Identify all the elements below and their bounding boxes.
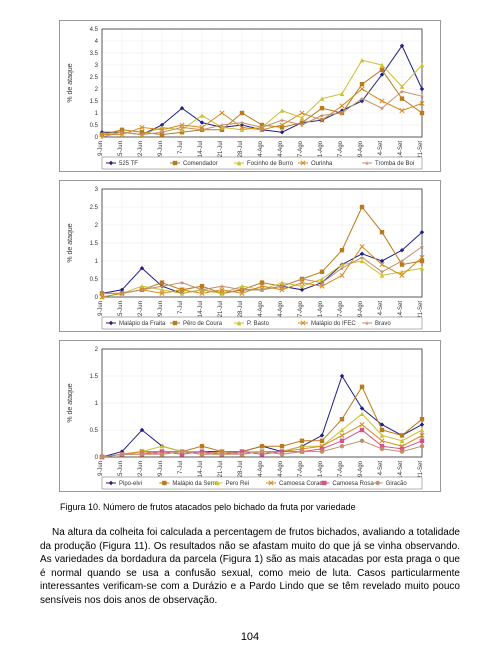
page-number: 104 [30, 631, 470, 643]
svg-text:15-Jun: 15-Jun [118, 301, 124, 319]
svg-text:Pipo-elvi: Pipo-elvi [119, 481, 142, 487]
page: 00.511.522.533.544.59-Jun15-Jun22-Jun29-… [0, 0, 500, 663]
svg-text:4-Set: 4-Set [378, 141, 384, 156]
svg-text:28-Jul: 28-Jul [238, 461, 244, 477]
svg-text:% de ataque: % de ataque [67, 383, 74, 422]
svg-text:15-Jun: 15-Jun [118, 141, 124, 159]
svg-text:14-Set: 14-Set [398, 461, 404, 479]
svg-text:14-Jul: 14-Jul [198, 461, 204, 477]
chart-panel-1: 00.511.522.533.544.59-Jun15-Jun22-Jun29-… [59, 20, 441, 172]
svg-text:Giracão: Giracão [386, 481, 408, 487]
chart-svg: 00.511.522.539-Jun15-Jun22-Jun29-Jun7-Ju… [60, 181, 440, 331]
svg-text:P. Basto: P. Basto [247, 321, 270, 327]
svg-text:% de ataque: % de ataque [67, 63, 74, 102]
svg-text:4-Set: 4-Set [378, 301, 384, 316]
svg-text:1.5: 1.5 [90, 374, 99, 380]
svg-text:0.5: 0.5 [90, 428, 99, 434]
svg-text:4.5: 4.5 [90, 27, 99, 33]
svg-text:21-Jul: 21-Jul [218, 141, 224, 157]
svg-text:9-Jun: 9-Jun [98, 301, 104, 316]
svg-text:22-Jun: 22-Jun [138, 141, 144, 159]
svg-text:29-Jun: 29-Jun [158, 141, 164, 159]
svg-text:% de ataque: % de ataque [67, 223, 74, 262]
svg-text:Pêro de Coura: Pêro de Coura [183, 321, 223, 327]
svg-text:29-Jun: 29-Jun [158, 301, 164, 319]
svg-text:21-Set: 21-Set [418, 301, 424, 319]
svg-text:Pero Rei: Pero Rei [226, 481, 249, 487]
chart-panel-3: 00.511.529-Jun15-Jun22-Jun29-Jun7-Jul14-… [59, 340, 441, 492]
svg-text:525 TF: 525 TF [119, 161, 138, 167]
svg-text:29-Jun: 29-Jun [158, 461, 164, 479]
svg-text:15-Jun: 15-Jun [118, 461, 124, 479]
svg-text:Malápio do IFEC: Malápio do IFEC [311, 321, 356, 327]
svg-text:1.5: 1.5 [90, 99, 99, 105]
svg-text:2.5: 2.5 [90, 205, 99, 211]
svg-text:Camoesa Corada: Camoesa Corada [279, 481, 327, 487]
chart-panel-2: 00.511.522.539-Jun15-Jun22-Jun29-Jun7-Ju… [59, 180, 441, 332]
charts-container: 00.511.522.533.544.59-Jun15-Jun22-Jun29-… [30, 20, 470, 492]
body-paragraph: Na altura da colheita foi calculada a pe… [40, 526, 460, 607]
svg-text:Focinho de Burro: Focinho de Burro [247, 161, 294, 167]
svg-text:2.5: 2.5 [90, 75, 99, 81]
svg-text:0.5: 0.5 [90, 123, 99, 129]
svg-text:4-Ago: 4-Ago [258, 140, 264, 157]
svg-text:22-Jun: 22-Jun [138, 461, 144, 479]
svg-text:Comendador: Comendador [183, 161, 218, 167]
svg-text:9-Jun: 9-Jun [98, 141, 104, 156]
svg-text:Malápio da Fraita: Malápio da Fraita [119, 321, 166, 327]
svg-text:21-Jul: 21-Jul [218, 301, 224, 317]
svg-text:28-Jul: 28-Jul [238, 141, 244, 157]
figure-caption: Figura 10. Número de frutos atacados pel… [60, 502, 450, 512]
svg-text:7-Jul: 7-Jul [178, 461, 184, 474]
svg-text:7-Jul: 7-Jul [178, 301, 184, 314]
svg-text:21-Jul: 21-Jul [218, 461, 224, 477]
svg-text:21-Set: 21-Set [418, 461, 424, 479]
svg-text:Ourinha: Ourinha [311, 161, 333, 167]
svg-text:7-Jul: 7-Jul [178, 141, 184, 154]
svg-text:Malápio da Serra: Malápio da Serra [172, 481, 218, 487]
svg-text:4-Ago: 4-Ago [258, 460, 264, 477]
svg-text:4-Ago: 4-Ago [258, 300, 264, 317]
svg-text:4-Set: 4-Set [378, 461, 384, 476]
svg-text:21-Set: 21-Set [418, 141, 424, 159]
svg-text:14-Set: 14-Set [398, 141, 404, 159]
chart-svg: 00.511.522.533.544.59-Jun15-Jun22-Jun29-… [60, 21, 440, 171]
svg-text:14-Set: 14-Set [398, 301, 404, 319]
svg-text:3.5: 3.5 [90, 51, 99, 57]
svg-text:22-Jun: 22-Jun [138, 301, 144, 319]
svg-text:14-Jul: 14-Jul [198, 301, 204, 317]
chart-svg: 00.511.529-Jun15-Jun22-Jun29-Jun7-Jul14-… [60, 341, 440, 491]
svg-text:Tromba de Boi: Tromba de Boi [375, 161, 414, 167]
svg-text:0.5: 0.5 [90, 277, 99, 283]
svg-text:9-Jun: 9-Jun [98, 461, 104, 476]
svg-text:Camoesa Rosa: Camoesa Rosa [332, 481, 374, 487]
svg-text:14-Jul: 14-Jul [198, 141, 204, 157]
svg-text:28-Jul: 28-Jul [238, 301, 244, 317]
svg-text:Bravo: Bravo [375, 321, 391, 327]
svg-text:1.5: 1.5 [90, 241, 99, 247]
